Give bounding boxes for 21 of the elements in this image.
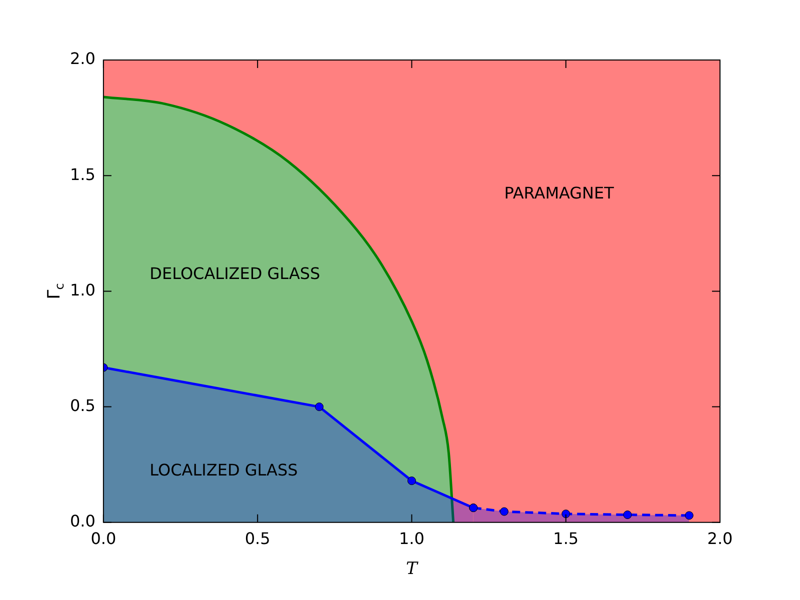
x-tick-label: 1.5 [553,529,579,548]
x-axis-title: T [406,559,420,580]
point [500,507,508,516]
y-tick-label: 0.5 [70,396,96,415]
point [562,510,570,518]
y-tick-label: 0.0 [70,512,96,531]
point [314,402,324,412]
annotation: LOCALIZED GLASS [150,460,298,480]
y-tick-label: 1.0 [70,280,96,300]
y-tick-label: 2.0 [70,49,96,68]
point [684,511,694,520]
y-tick-label: 1.5 [70,164,96,184]
x-tick-label: 0.0 [90,529,116,548]
y-axis-title: Γc [44,283,66,300]
annotation: PARAMAGNET [504,183,614,202]
point [407,476,416,486]
annotation: DELOCALIZED GLASS [150,264,320,284]
x-tick-label: 1.0 [398,529,424,548]
point [623,510,632,520]
x-tick-label: 2.0 [707,529,733,548]
x-tick-label: 0.5 [244,529,270,548]
